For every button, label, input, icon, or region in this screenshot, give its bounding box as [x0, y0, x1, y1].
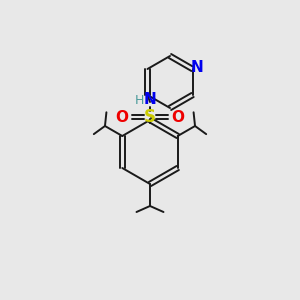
Text: H: H: [134, 94, 144, 106]
Text: O: O: [116, 110, 128, 124]
Text: N: N: [144, 92, 156, 107]
Text: N: N: [190, 61, 203, 76]
Text: O: O: [172, 110, 184, 124]
Text: S: S: [144, 108, 156, 126]
